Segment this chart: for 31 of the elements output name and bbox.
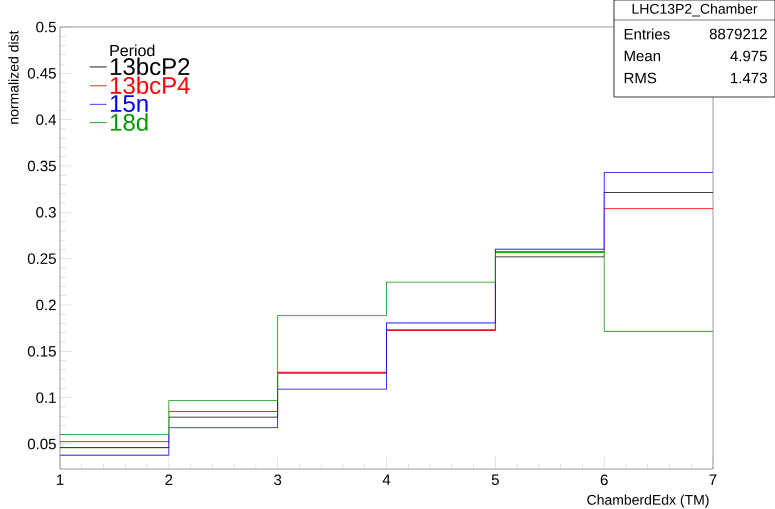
legend-label: 18d [110,113,148,131]
x-tick-label: 1 [56,474,64,485]
y-axis-title: normalized dist [8,30,19,124]
y-tick-label: 0.15 [28,346,56,357]
annotation: 8879212 [710,28,767,40]
x-tick-label: 4 [382,474,390,485]
x-tick-label: 3 [274,474,282,486]
x-tick-label: 5 [492,474,499,485]
text: LHC13P2_Chamber [632,4,758,16]
y-tick-label: 0.35 [28,160,56,172]
y-tick-label: 0.45 [28,68,56,79]
legend-label: 13bcP4 [110,76,190,94]
annotation: Entries [624,28,670,40]
y-tick-label: 0.25 [28,253,56,264]
annotation: RMS [624,72,656,84]
legend-label: 15n [110,95,148,112]
legend-title: Period [110,44,154,56]
x-tick-label: 2 [165,474,172,485]
y-tick-label: 0.4 [36,114,56,125]
y-tick-label: 0.3 [36,207,56,218]
x-axis-title: ChamberdEdx (TM) [587,494,709,508]
x-tick-label: 6 [600,474,608,486]
y-tick-label: 0.5 [36,22,56,32]
text: 1.473 [731,72,767,84]
y-tick-label: 0.2 [36,300,56,310]
legend-label: 13bcP2 [110,58,190,76]
y-tick-label: 0.05 [28,438,56,450]
y-tick-label: 0.1 [36,392,56,403]
text: 4.975 [730,50,767,62]
x-tick-label: 7 [710,474,716,485]
annotation: Mean [624,50,660,62]
